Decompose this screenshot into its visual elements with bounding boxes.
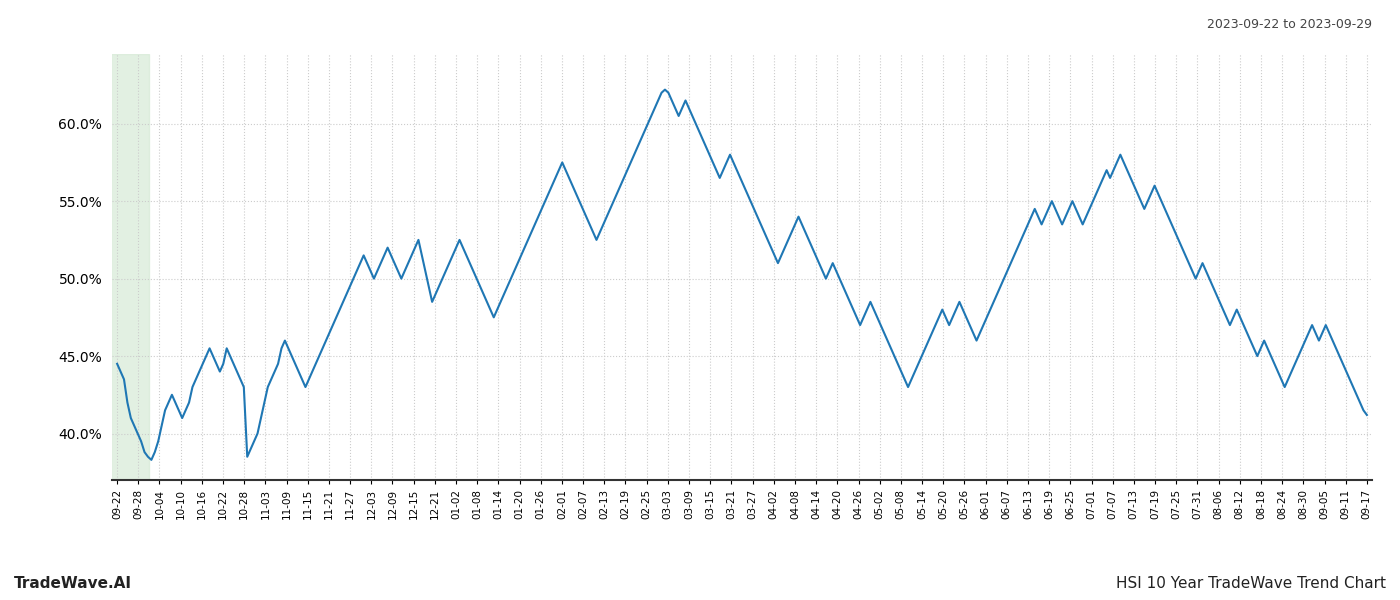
Text: TradeWave.AI: TradeWave.AI: [14, 576, 132, 591]
Bar: [111, 54, 148, 480]
Text: HSI 10 Year TradeWave Trend Chart: HSI 10 Year TradeWave Trend Chart: [1116, 576, 1386, 591]
Text: 2023-09-22 to 2023-09-29: 2023-09-22 to 2023-09-29: [1207, 18, 1372, 31]
